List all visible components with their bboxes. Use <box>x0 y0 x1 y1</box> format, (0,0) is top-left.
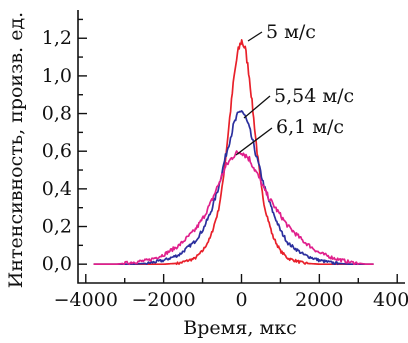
x-tick-label: 4000 <box>373 289 408 311</box>
series-annotation-label: 5 м/с <box>266 21 316 43</box>
annotation-leader-line <box>247 31 263 42</box>
y-tick-label: 0,6 <box>42 140 72 162</box>
y-tick-label: 0,0 <box>42 253 72 275</box>
x-axis-label: Время, мкс <box>183 317 297 339</box>
x-tick-label: −2000 <box>132 289 196 311</box>
annotation-leader-line <box>243 95 271 119</box>
x-tick-label: 0 <box>235 289 247 311</box>
x-tick-label: −4000 <box>54 289 118 311</box>
annotations: 5 м/с 5,54 м/с 6,1 м/с <box>235 21 354 156</box>
y-tick-label: 0,4 <box>42 178 72 200</box>
series-annotation-label: 6,1 м/с <box>276 116 344 138</box>
series-line-3 <box>93 150 374 266</box>
y-tick-label: 1,2 <box>42 27 72 49</box>
y-tick-label: 0,8 <box>42 103 72 125</box>
y-axis-label: Интенсивность, произв. ед. <box>5 12 27 288</box>
x-tick-label: 2000 <box>295 289 343 311</box>
plot-frame <box>77 10 405 284</box>
y-tick-label: 0,2 <box>42 216 72 238</box>
annotation-leader-line <box>235 127 273 156</box>
y-tick-label: 1,0 <box>42 65 72 87</box>
series-line-1 <box>93 39 374 266</box>
series-line-2 <box>93 110 374 266</box>
axes: −4000 −2000 0 2000 4000 0,0 0,2 0,4 0,6 0,8 1,0 1,2 <box>42 10 408 311</box>
series-group <box>93 39 374 266</box>
series-annotation-label: 5,54 м/с <box>274 85 354 107</box>
